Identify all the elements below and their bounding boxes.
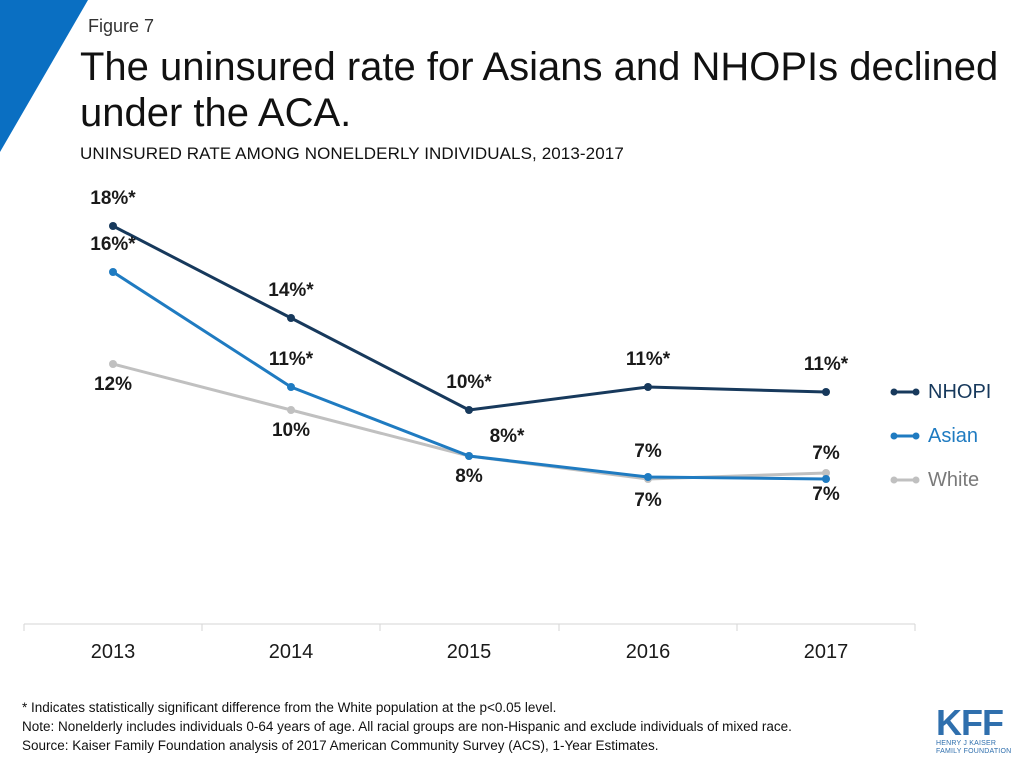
data-point-nhopi-2017 <box>822 388 830 396</box>
data-label-white-2016: 7% <box>634 490 662 511</box>
data-point-white-2014 <box>287 406 295 414</box>
data-point-nhopi-2016 <box>644 383 652 391</box>
data-label-white-2013: 12% <box>94 374 132 395</box>
data-label-asian-2016: 7% <box>634 441 662 462</box>
legend-item-white: White <box>890 458 991 502</box>
x-tick-label-2015: 2015 <box>447 641 492 663</box>
data-point-nhopi-2015 <box>465 406 473 414</box>
x-tick-label-2014: 2014 <box>269 641 314 663</box>
data-point-asian-2016 <box>644 473 652 481</box>
logo-subtitle-2: FAMILY FOUNDATION <box>936 748 1012 755</box>
legend-swatch-asian <box>890 432 920 440</box>
data-label-white-2014: 10% <box>272 420 310 441</box>
data-point-asian-2013 <box>109 268 117 276</box>
footnote-significance: * Indicates statistically significant di… <box>22 700 557 715</box>
line-chart: 2013 2014 2015 2016 2017 18%* 14%* 10%* 11%* 11%*… <box>23 188 916 663</box>
legend-label-asian: Asian <box>928 424 979 447</box>
data-point-asian-2015 <box>465 452 473 460</box>
data-label-nhopi-2015: 10%* <box>446 372 492 393</box>
data-label-nhopi-2014: 14%* <box>268 280 314 301</box>
data-label-white-2017: 7% <box>812 484 840 505</box>
chart-title: The uninsured rate for Asians and NHOPIs… <box>80 45 999 135</box>
legend-swatch-white <box>890 476 920 484</box>
data-label-asian-2015: 8%* <box>490 426 525 447</box>
data-label-asian-2014: 11%* <box>269 349 314 370</box>
data-point-white-2013 <box>109 360 117 368</box>
data-label-white-2015: 8% <box>455 466 483 487</box>
data-point-white-2017 <box>822 469 830 477</box>
x-tick-label-2017: 2017 <box>804 641 849 663</box>
data-label-asian-2017: 7% <box>812 443 840 464</box>
figure-label: Figure 7 <box>88 16 155 36</box>
x-tick-label-2016: 2016 <box>626 641 671 663</box>
legend-label-nhopi: NHOPI <box>928 380 992 403</box>
data-point-nhopi-2014 <box>287 314 295 322</box>
data-label-asian-2013: 16%* <box>90 234 136 255</box>
chart-subtitle: UNINSURED RATE AMONG NONELDERLY INDIVIDU… <box>80 144 624 163</box>
data-point-asian-2014 <box>287 383 295 391</box>
data-point-asian-2017 <box>822 475 830 483</box>
data-label-nhopi-2013: 18%* <box>90 188 136 209</box>
footnote-note: Note: Nonelderly includes individuals 0-… <box>22 719 792 734</box>
data-label-nhopi-2016: 11%* <box>626 349 671 370</box>
logo-wordmark: KFF <box>936 702 1004 743</box>
footnotes: * Indicates statistically significant di… <box>22 698 922 755</box>
kff-logo: KFF HENRY J KAISER FAMILY FOUNDATION <box>936 702 1016 756</box>
corner-accent <box>0 0 88 152</box>
x-tick-label-2013: 2013 <box>91 641 136 663</box>
data-label-nhopi-2017: 11%* <box>804 354 849 375</box>
legend-label-white: White <box>928 468 980 491</box>
legend-swatch-nhopi <box>890 388 920 396</box>
legend-item-asian: Asian <box>890 414 991 458</box>
footnote-source: Source: Kaiser Family Foundation analysi… <box>22 738 659 753</box>
logo-subtitle-1: HENRY J KAISER <box>936 740 997 747</box>
data-point-nhopi-2013 <box>109 222 117 230</box>
legend-item-nhopi: NHOPI <box>890 370 991 414</box>
legend: NHOPI Asian White <box>890 370 991 502</box>
